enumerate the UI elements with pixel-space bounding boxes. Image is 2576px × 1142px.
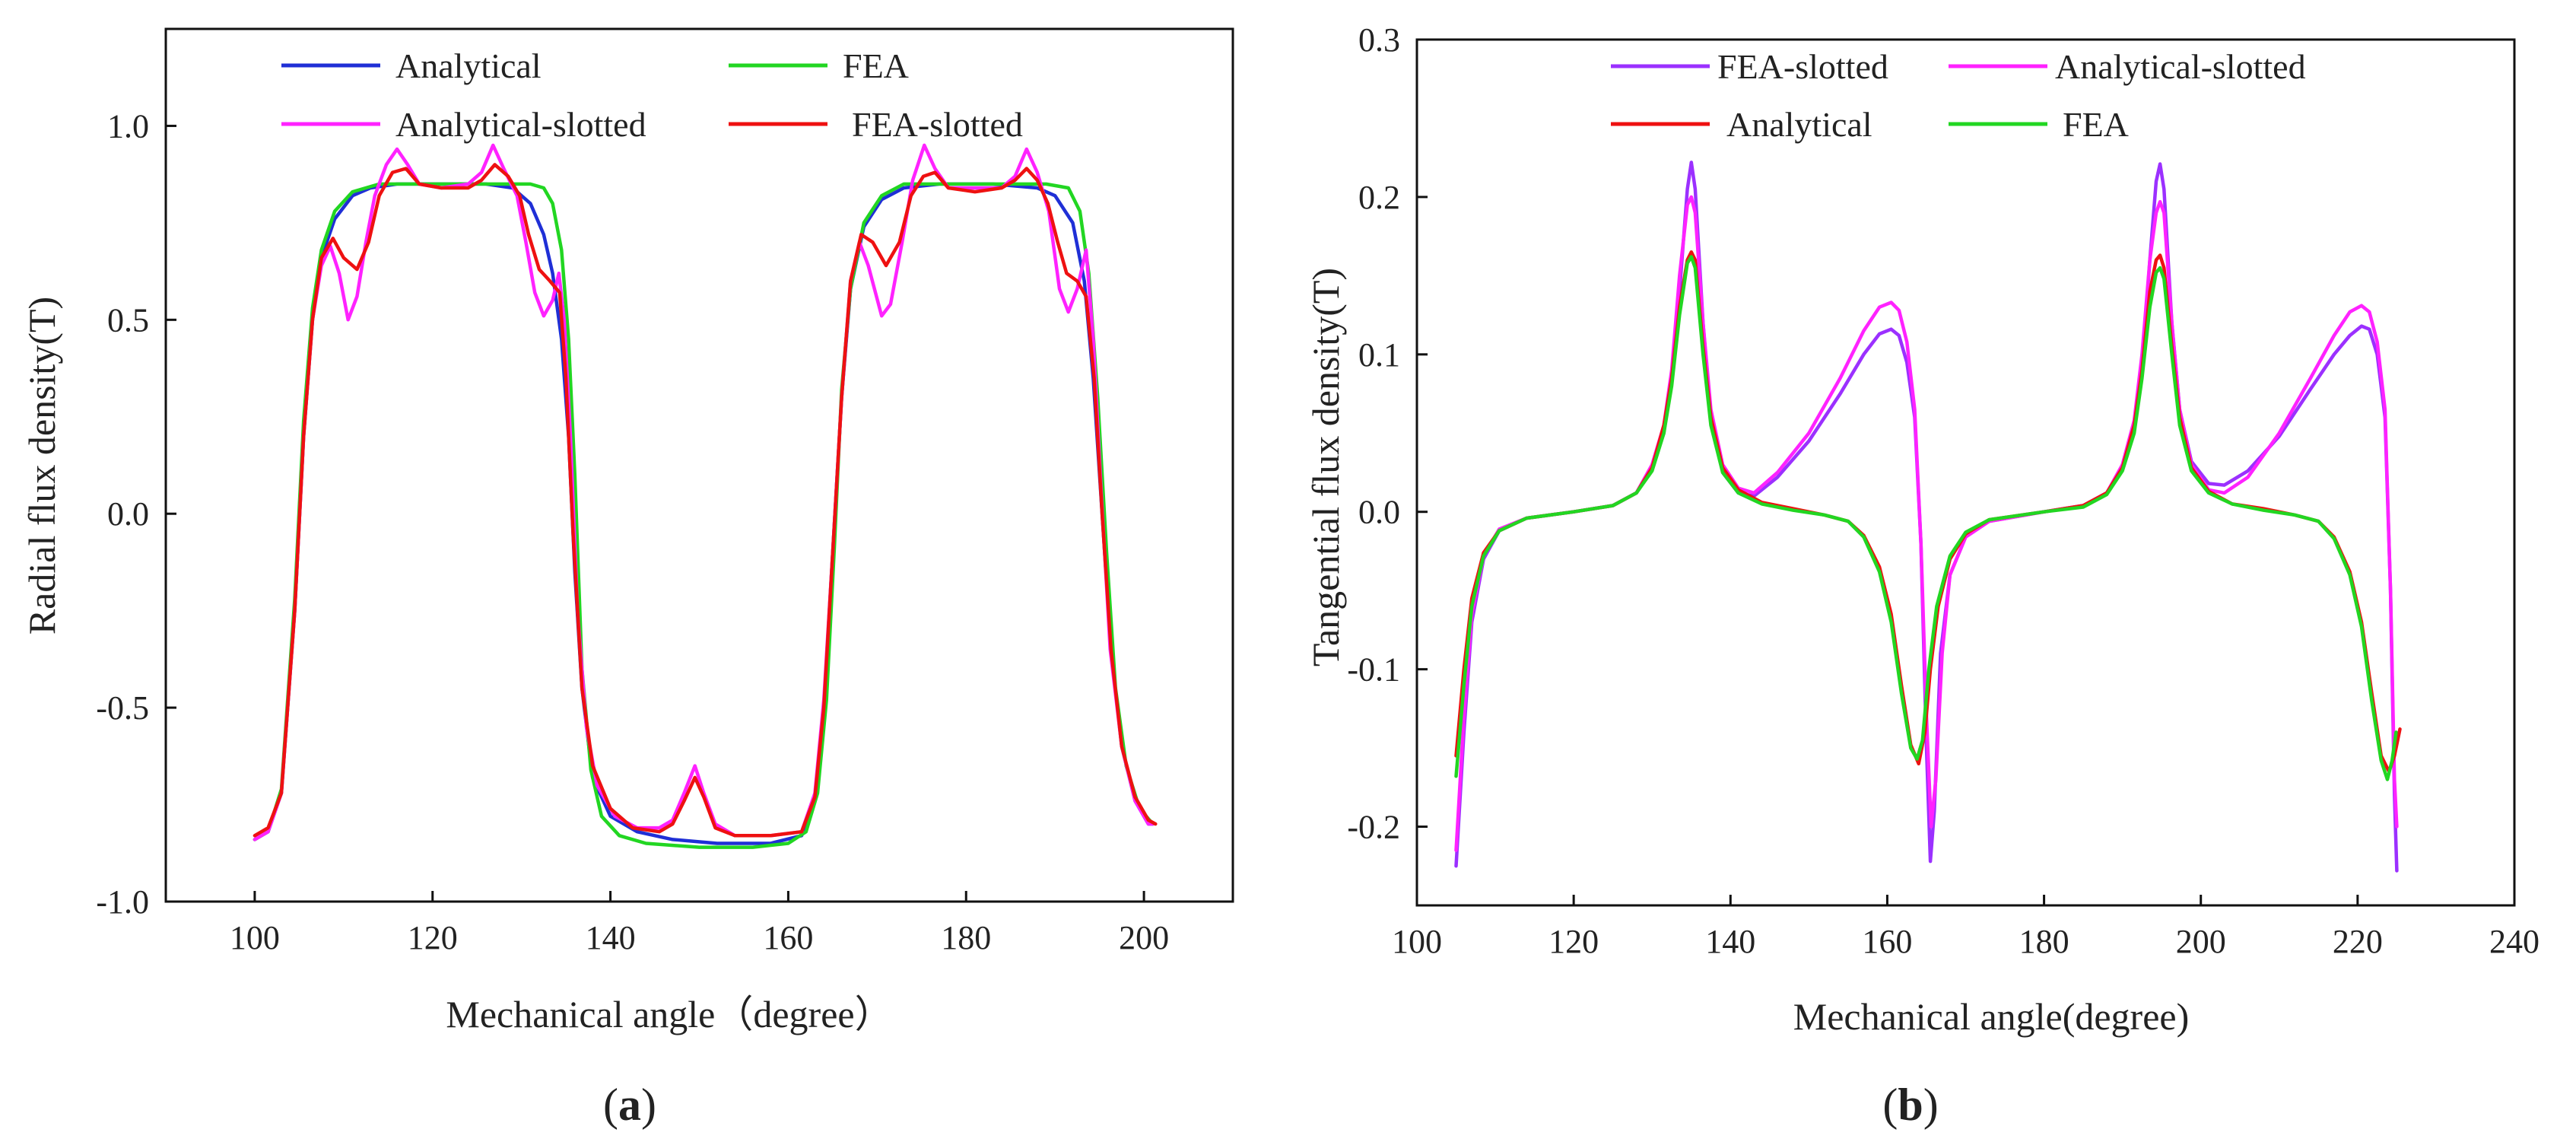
panel-b-y-tick-label-0-2: 0.2 bbox=[1358, 179, 1400, 216]
panel-b-legend-label-analytical-slotted: Analytical-slotted bbox=[2055, 47, 2306, 86]
panel-a-series-line-analytical-slotted bbox=[253, 143, 1155, 841]
panel-b-series-line-analytical-slotted bbox=[1454, 195, 2399, 852]
panel-b-y-tick-label-0-0: 0.0 bbox=[1358, 494, 1400, 531]
panel-b-x-tick-label-180: 180 bbox=[2019, 923, 2069, 960]
panel-b-y-axis-title: Tangential flux density(T) bbox=[1304, 268, 1347, 666]
panel-a-series-line-fea bbox=[253, 182, 1155, 849]
panel-a-x-tick-label-160: 160 bbox=[763, 919, 813, 956]
panel-b-legend-label-fea: FEA bbox=[2063, 105, 2129, 144]
panel-a-legend-label-fea-slotted: FEA-slotted bbox=[852, 105, 1023, 144]
panel-b-legend-label-fea-slotted: FEA-slotted bbox=[1717, 47, 1888, 86]
panel-b-y-tick-label-0-3: 0.3 bbox=[1358, 21, 1400, 59]
panel-a-series-line-fea-slotted bbox=[253, 163, 1158, 838]
panel-a-y-tick-label-0-5: -0.5 bbox=[96, 689, 149, 727]
panel-a-y-tick-label-1-0: -1.0 bbox=[96, 883, 149, 921]
panel-a-y-axis-title: Radial flux density(T) bbox=[21, 297, 63, 635]
panel-b-x-tick-label-200: 200 bbox=[2176, 923, 2226, 960]
panel-b-x-tick-label-240: 240 bbox=[2489, 923, 2539, 960]
panel-a-label: (a) bbox=[603, 1080, 656, 1130]
panel-a-legend-label-analytical: Analytical bbox=[395, 46, 542, 85]
panel-b-x-tick-label-160: 160 bbox=[1862, 923, 1912, 960]
panel-b-series-line-fea-slotted bbox=[1454, 161, 2399, 873]
panel-a-series-line-analytical bbox=[253, 182, 1155, 845]
panel-a-x-tick-label-120: 120 bbox=[408, 919, 458, 956]
panel-b-y-tick-label-0-1: 0.1 bbox=[1358, 336, 1400, 374]
panel-b-y-tick-label-0-1: -0.1 bbox=[1347, 651, 1400, 689]
panel-b-x-axis-title: Mechanical angle(degree) bbox=[1793, 995, 2190, 1038]
panel-b-plot-frame bbox=[1415, 38, 2516, 907]
panel-a-y-tick-label-0-5: 0.5 bbox=[107, 301, 149, 339]
panel-a-plot-frame bbox=[164, 27, 1234, 903]
panel-a-series bbox=[253, 143, 1158, 849]
panel-b-tangential-flux-chart: 100 120 140 160 180 200 220 240 -0.2 -0.1 0.0 0.1 0.… bbox=[1304, 21, 2539, 1130]
panel-a-y-tick-label-0-0: 0.0 bbox=[107, 495, 149, 533]
panel-b-series-line-fea bbox=[1454, 255, 2398, 781]
panel-b-series bbox=[1454, 161, 2402, 873]
panel-b-x-tick-label-140: 140 bbox=[1705, 923, 1755, 960]
panel-a-x-tick-label-200: 200 bbox=[1119, 919, 1169, 956]
panel-a-ticks: 100 120 140 160 180 200 -1.0 -0.5 0.0 0.5 1.0 bbox=[96, 107, 1169, 956]
panel-a-radial-flux-chart: 100 120 140 160 180 200 -1.0 -0.5 0.0 0.5 1.0 Anal… bbox=[21, 27, 1234, 1130]
panel-b-ticks: 100 120 140 160 180 200 220 240 -0.2 -0.1 0.0 0.1 0.… bbox=[1347, 21, 2539, 960]
panel-b-y-tick-label-0-2: -0.2 bbox=[1347, 809, 1400, 846]
panel-a-x-tick-label-180: 180 bbox=[941, 919, 991, 956]
panel-a-x-tick-label-140: 140 bbox=[586, 919, 636, 956]
panel-b-label: (b) bbox=[1882, 1080, 1938, 1130]
panel-b-x-tick-label-100: 100 bbox=[1392, 923, 1442, 960]
panel-a-x-tick-label-100: 100 bbox=[230, 919, 280, 956]
panel-b-legend: FEA-slotted Analytical-slotted Analytica… bbox=[1611, 47, 2306, 144]
panel-b-x-tick-label-120: 120 bbox=[1548, 923, 1599, 960]
panel-a-legend: Analytical FEA Analytical-slotted FEA-sl… bbox=[281, 46, 1023, 144]
panel-a-legend-label-fea: FEA bbox=[843, 46, 909, 85]
panel-a-y-tick-label-1-0: 1.0 bbox=[107, 107, 149, 145]
panel-a-x-axis-title: Mechanical angle（degree） bbox=[446, 993, 892, 1035]
panel-b-legend-label-analytical: Analytical bbox=[1726, 105, 1872, 144]
panel-b-x-tick-label-220: 220 bbox=[2333, 923, 2383, 960]
panel-a-legend-label-analytical-slotted: Analytical-slotted bbox=[395, 105, 646, 144]
